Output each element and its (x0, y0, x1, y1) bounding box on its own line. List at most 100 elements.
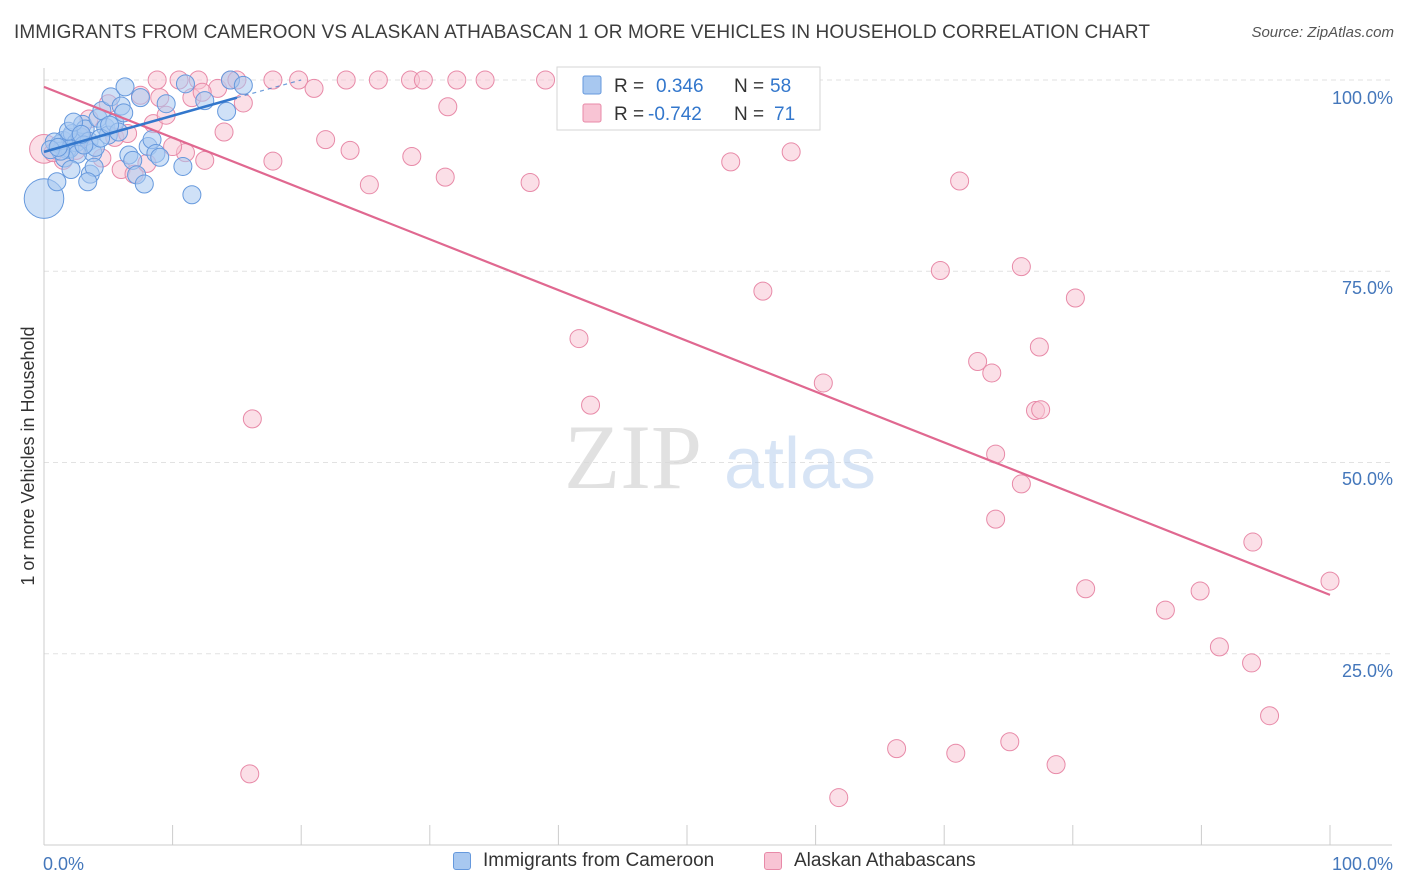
athabascan-point-79 (240, 764, 260, 784)
chart-title: IMMIGRANTS FROM CAMEROON VS ALASKAN ATHA… (14, 22, 1151, 43)
athabascan-point-38 (340, 140, 360, 160)
legend-item-athabascans[interactable]: Alaskan Athabascans (764, 850, 976, 872)
legend-label-cameroon: Immigrants from Cameroon (483, 850, 715, 871)
trend-line-cameroon-extension (236, 79, 302, 99)
athabascan-point-37 (316, 130, 336, 150)
cameroon-point-32 (47, 172, 67, 192)
source-credit: Source: ZipAtlas.com (1251, 24, 1394, 41)
athabascan-point-63 (1011, 474, 1031, 494)
athabascan-point-24 (147, 70, 167, 90)
y-tick-label-50: 50.0% (1342, 469, 1393, 489)
athabascan-point-48 (781, 142, 801, 162)
athabascan-point-74 (946, 743, 966, 763)
athabascan-point-69 (1190, 581, 1210, 601)
stats-r-label-blue: R = (614, 76, 644, 97)
series-legend: Immigrants from Cameroon Alaskan Athabas… (0, 850, 1406, 880)
watermark-atlas: atlas (724, 424, 876, 504)
athabascan-point-75 (1000, 732, 1020, 752)
cameroon-point-56 (61, 160, 81, 180)
athabascan-point-35 (413, 70, 433, 90)
athabascan-point-46 (520, 173, 540, 193)
athabascan-point-78 (242, 409, 262, 429)
athabascan-point-54 (930, 260, 950, 280)
athabascan-point-72 (1260, 706, 1280, 726)
stats-n-label-blue: N = (734, 76, 764, 97)
series-cameroon-points (23, 70, 253, 219)
trend-line-cameroon (43, 96, 238, 154)
cameroon-point-44 (78, 172, 98, 192)
athabascan-point-41 (438, 97, 458, 117)
athabascan-point-73 (887, 739, 907, 759)
cameroon-point-49 (175, 74, 195, 94)
legend-swatch-pink (764, 852, 782, 870)
legend-label-athabascans: Alaskan Athabascans (794, 850, 976, 871)
cameroon-point-30 (150, 147, 170, 167)
cameroon-point-48 (156, 94, 176, 114)
athabascan-point-43 (475, 70, 495, 90)
athabascan-point-57 (982, 363, 1002, 383)
athabascan-point-76 (1046, 755, 1066, 775)
x-tick-label-100: 100.0% (1332, 854, 1393, 874)
cameroon-point-21 (115, 77, 135, 97)
athabascan-point-32 (336, 70, 356, 90)
stats-r-value-blue: 0.346 (656, 76, 704, 97)
watermark-zip: ZIP (564, 406, 702, 508)
legend-swatch-blue (453, 852, 471, 870)
stats-legend: R = 0.346 N = 58 R = -0.742 N = 71 (556, 66, 821, 131)
athabascan-point-31 (304, 78, 324, 98)
athabascan-point-65 (1076, 579, 1096, 599)
axes-layer (43, 68, 1392, 846)
athabascan-point-71 (1242, 653, 1262, 673)
athabascan-point-68 (1320, 571, 1340, 591)
trend-lines (43, 79, 1331, 596)
athabascan-point-27 (214, 122, 234, 142)
athabascan-point-29 (263, 70, 283, 90)
watermark: ZIP atlas (564, 406, 876, 508)
athabascan-point-39 (359, 175, 379, 195)
athabascan-point-52 (753, 281, 773, 301)
athabascan-point-67 (1243, 532, 1263, 552)
cameroon-point-25 (130, 88, 150, 108)
athabascan-point-53 (813, 373, 833, 393)
athabascan-point-55 (1011, 257, 1031, 277)
athabascan-point-66 (1155, 600, 1175, 620)
cameroon-point-26 (134, 174, 154, 194)
y-tick-label-25: 25.0% (1342, 661, 1393, 681)
cameroon-point-54 (173, 156, 193, 176)
y-tick-label-75: 75.0% (1342, 278, 1393, 298)
cameroon-point-55 (182, 185, 202, 205)
stats-swatch-pink (582, 103, 602, 123)
stats-swatch-blue (582, 75, 602, 95)
cameroon-point-52 (233, 75, 253, 95)
athabascan-point-36 (263, 151, 283, 171)
y-tick-label-100: 100.0% (1332, 88, 1393, 108)
athabascan-point-51 (581, 395, 601, 415)
athabascan-point-62 (1031, 400, 1051, 420)
athabascan-point-33 (368, 70, 388, 90)
athabascan-point-44 (536, 70, 556, 90)
axis-labels: 1 or more Vehicles in Household 0.0% 100… (18, 88, 1393, 874)
stats-n-label-pink: N = (734, 104, 764, 125)
athabascan-point-45 (435, 167, 455, 187)
athabascan-point-22 (233, 93, 253, 113)
athabascan-point-40 (402, 147, 422, 166)
trend-line-athabascans (43, 85, 1331, 596)
athabascan-point-50 (569, 329, 589, 349)
x-tick-label-0: 0.0% (43, 854, 84, 874)
athabascan-point-64 (986, 509, 1006, 529)
cameroon-point-53 (217, 101, 237, 121)
stats-n-value-pink: 71 (774, 104, 795, 125)
athabascan-point-60 (1065, 288, 1085, 308)
athabascan-point-70 (1209, 637, 1229, 657)
y-axis-title: 1 or more Vehicles in Household (18, 326, 38, 585)
athabascan-point-49 (950, 171, 970, 191)
athabascan-point-58 (1029, 337, 1049, 357)
legend-item-cameroon[interactable]: Immigrants from Cameroon (453, 850, 714, 872)
athabascan-point-30 (289, 70, 309, 90)
stats-r-label-pink: R = (614, 104, 644, 125)
athabascan-point-77 (829, 788, 849, 808)
athabascan-point-56 (968, 352, 988, 372)
stats-n-value-blue: 58 (770, 76, 791, 97)
stats-r-value-pink: -0.742 (648, 104, 702, 125)
